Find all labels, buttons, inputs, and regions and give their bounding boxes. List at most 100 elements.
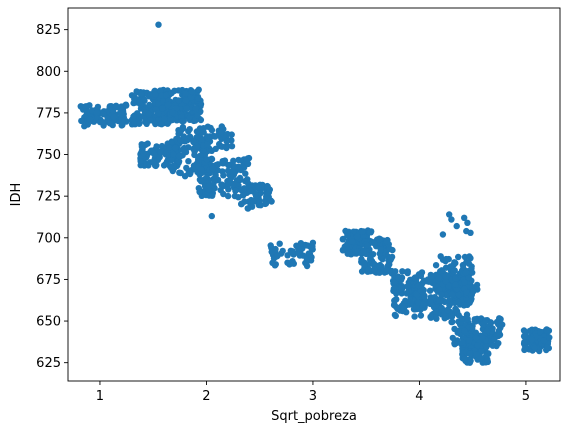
data-point <box>224 138 230 144</box>
data-point <box>398 285 404 291</box>
data-point <box>466 253 472 259</box>
data-point <box>186 115 192 121</box>
data-point <box>459 340 465 346</box>
y-tick-label: 750 <box>36 148 61 163</box>
data-point <box>443 274 449 280</box>
data-point <box>265 184 271 190</box>
data-point <box>546 334 552 340</box>
y-tick-label: 800 <box>36 65 61 80</box>
data-point <box>209 127 215 133</box>
data-point <box>349 238 355 244</box>
data-point <box>146 102 152 108</box>
data-point <box>436 298 442 304</box>
data-point <box>129 92 135 98</box>
x-axis-ticks: 12345 <box>96 381 530 404</box>
data-point <box>168 165 174 171</box>
data-point <box>376 237 382 243</box>
data-point <box>404 283 410 289</box>
data-point <box>395 275 401 281</box>
data-point <box>209 213 215 219</box>
data-point <box>272 246 278 252</box>
data-point <box>459 315 465 321</box>
data-point <box>467 350 473 356</box>
data-point <box>387 246 393 252</box>
data-point <box>262 201 268 207</box>
data-point <box>213 146 219 152</box>
data-point <box>250 198 256 204</box>
data-point <box>474 342 480 348</box>
data-point <box>218 187 224 193</box>
data-point <box>225 193 231 199</box>
data-point <box>544 328 550 334</box>
data-point <box>452 306 458 312</box>
data-point <box>95 104 101 110</box>
data-point <box>496 328 502 334</box>
data-point <box>194 128 200 134</box>
data-point <box>411 313 417 319</box>
data-point <box>461 328 467 334</box>
data-point <box>440 257 446 263</box>
data-point <box>212 133 218 139</box>
data-point <box>194 112 200 118</box>
data-point <box>479 335 485 341</box>
data-point <box>490 343 496 349</box>
data-point <box>231 163 237 169</box>
data-point <box>255 184 261 190</box>
data-point <box>204 141 210 147</box>
data-point <box>438 292 444 298</box>
data-point <box>467 230 473 236</box>
data-point <box>303 242 309 248</box>
data-point <box>229 168 235 174</box>
data-point <box>444 307 450 313</box>
data-point <box>277 241 283 247</box>
data-point <box>120 119 126 125</box>
data-point <box>176 97 182 103</box>
data-point <box>196 87 202 93</box>
data-point <box>232 188 238 194</box>
data-point <box>295 245 301 251</box>
data-point <box>155 22 161 28</box>
data-point <box>171 88 177 94</box>
data-point <box>448 319 454 325</box>
data-point <box>136 99 142 105</box>
scatter-points <box>78 22 553 366</box>
y-axis-ticks: 625 650 675 700 725 750 775 800 825 <box>36 23 68 371</box>
data-point <box>404 269 410 275</box>
data-point <box>414 292 420 298</box>
data-point <box>365 266 371 272</box>
data-point <box>466 338 472 344</box>
data-point <box>371 267 377 273</box>
data-point <box>433 262 439 268</box>
data-point <box>455 299 461 305</box>
data-point <box>418 312 424 318</box>
y-tick-label: 825 <box>36 23 61 38</box>
data-point <box>451 268 457 274</box>
data-point <box>195 96 201 102</box>
data-point <box>291 261 297 267</box>
data-point <box>187 126 193 132</box>
data-point <box>420 301 426 307</box>
data-point <box>392 268 398 274</box>
data-point <box>212 172 218 178</box>
data-point <box>483 353 489 359</box>
data-point <box>206 183 212 189</box>
data-point <box>415 283 421 289</box>
x-tick-label: 3 <box>309 389 317 404</box>
data-point <box>401 305 407 311</box>
x-axis-label: Sqrt_pobreza <box>271 409 357 424</box>
data-point <box>107 120 113 126</box>
data-point <box>151 158 157 164</box>
data-point <box>464 220 470 226</box>
data-point <box>161 116 167 122</box>
y-tick-label: 725 <box>36 190 61 205</box>
data-point <box>290 248 296 254</box>
data-point <box>159 105 165 111</box>
data-point <box>138 91 144 97</box>
data-point <box>367 229 373 235</box>
data-point <box>182 90 188 96</box>
data-point <box>138 158 144 164</box>
x-tick-label: 2 <box>202 389 210 404</box>
data-point <box>245 161 251 167</box>
